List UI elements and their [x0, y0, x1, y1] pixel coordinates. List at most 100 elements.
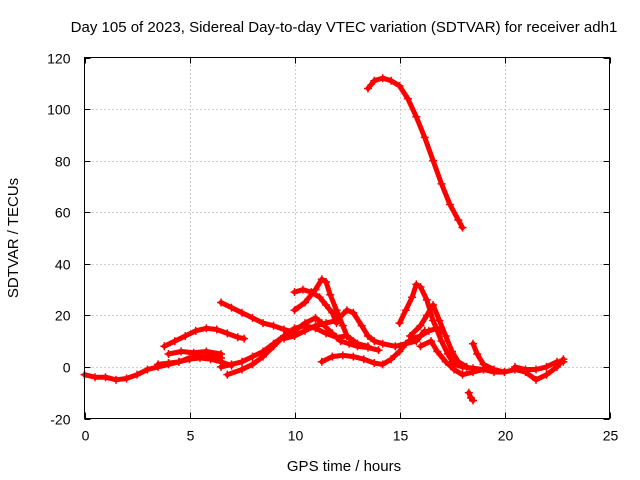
data-point: [469, 368, 477, 377]
data-point: [370, 76, 379, 85]
data-point: [349, 337, 358, 346]
data-point: [542, 370, 551, 379]
data-point: [412, 280, 421, 289]
data-point: [317, 275, 326, 284]
data-point: [315, 293, 324, 302]
data-point: [212, 325, 221, 334]
data-point: [227, 360, 236, 369]
data-point: [441, 331, 450, 340]
data-point: [317, 357, 326, 366]
data-point: [441, 357, 450, 366]
data-point: [311, 313, 320, 322]
data-point: [301, 298, 309, 307]
data-point: [269, 321, 278, 330]
data-point: [338, 321, 347, 330]
data-point: [559, 357, 568, 366]
data-point: [170, 337, 179, 346]
data-point: [349, 308, 358, 317]
data-point: [364, 331, 372, 340]
data-point: [238, 357, 246, 366]
data-point: [202, 324, 211, 333]
data-series: [80, 74, 568, 405]
data-point: [429, 301, 438, 310]
data-point: [160, 342, 169, 351]
data-point: [443, 350, 452, 359]
data-point: [469, 339, 477, 348]
data-point: [511, 362, 519, 371]
data-point: [328, 352, 337, 361]
data-point: [177, 347, 186, 356]
data-point: [437, 179, 446, 188]
data-point: [298, 285, 307, 294]
data-point: [416, 342, 425, 351]
data-point: [422, 311, 431, 320]
data-point: [464, 388, 473, 397]
data-point: [269, 339, 278, 348]
data-point: [462, 362, 471, 371]
plot-frame: [84, 57, 610, 419]
x-tick-label: 25: [603, 428, 619, 444]
data-point: [238, 308, 246, 317]
axis-ticks: 0 5 10 15 20 25 -20 0 20 40 60 80 100 120: [47, 51, 618, 444]
data-point: [378, 74, 387, 83]
data-point: [454, 357, 463, 366]
data-point: [301, 319, 309, 328]
y-tick-label: 80: [55, 154, 71, 170]
y-tick-label: 100: [47, 102, 71, 118]
data-point: [322, 319, 330, 328]
data-point: [322, 277, 330, 286]
data-point: [322, 301, 330, 310]
data-point: [416, 282, 425, 291]
data-point: [143, 365, 152, 374]
data-point: [248, 313, 257, 322]
data-point: [401, 306, 410, 315]
data-point: [217, 298, 225, 307]
data-point: [353, 342, 362, 351]
series-arc-a: [161, 325, 247, 349]
data-point: [196, 352, 204, 361]
data-point: [248, 360, 257, 369]
x-tick-label: 10: [288, 428, 304, 444]
data-point: [395, 81, 404, 90]
data-point: [500, 368, 509, 377]
data-point: [164, 359, 173, 368]
data-point: [217, 362, 225, 371]
data-point: [290, 288, 299, 297]
data-point: [259, 347, 267, 356]
data-point: [416, 321, 425, 330]
data-point: [332, 306, 341, 315]
data-point: [336, 337, 345, 346]
data-point: [458, 370, 467, 379]
data-point: [338, 351, 347, 360]
data-point: [154, 360, 162, 369]
series-arc-n: [365, 75, 465, 231]
data-point: [406, 331, 414, 340]
data-point: [448, 347, 456, 356]
data-point: [181, 331, 190, 340]
data-point: [387, 355, 396, 364]
data-point: [164, 350, 173, 359]
data-point: [532, 365, 540, 374]
data-point: [420, 133, 429, 142]
data-point: [387, 76, 396, 85]
series-arc-i: [281, 307, 428, 349]
data-point: [290, 331, 299, 340]
data-point: [223, 370, 232, 379]
data-point: [345, 339, 354, 348]
data-point: [343, 306, 351, 315]
data-point: [326, 290, 335, 299]
data-point: [191, 326, 200, 335]
data-point: [233, 333, 242, 342]
data-point: [445, 200, 454, 209]
data-point: [280, 334, 288, 343]
data-point: [349, 352, 358, 361]
data-point: [437, 337, 446, 346]
data-point: [290, 306, 299, 315]
data-point: [427, 337, 435, 346]
data-point: [370, 337, 379, 346]
y-tick-label: 60: [55, 205, 71, 221]
data-point: [532, 375, 540, 384]
x-tick-label: 0: [82, 428, 90, 444]
data-point: [454, 215, 463, 224]
